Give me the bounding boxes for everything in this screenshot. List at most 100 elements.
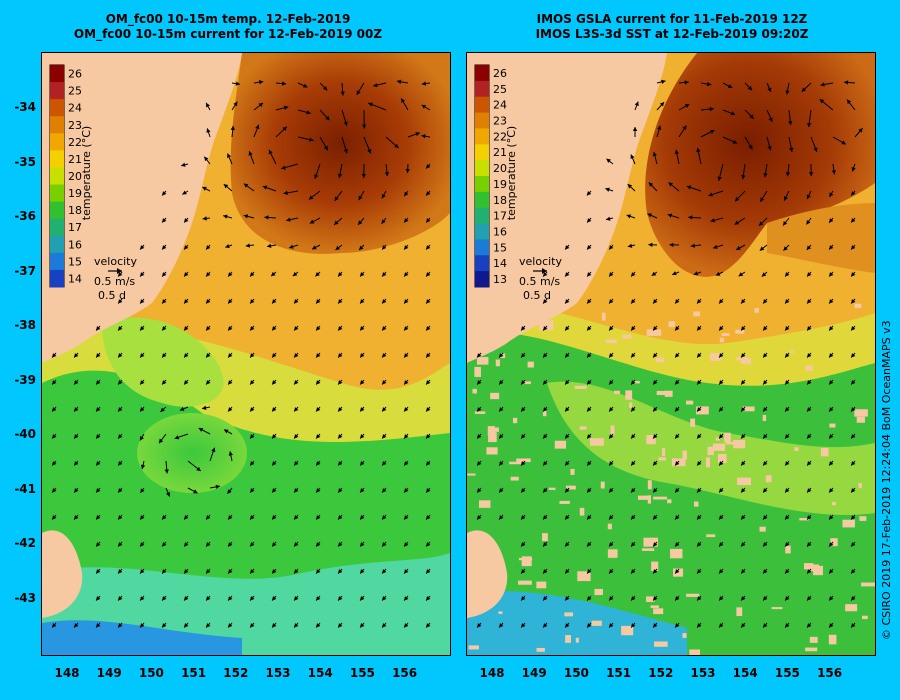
- cloud-gap: [658, 457, 666, 461]
- cloud-gap: [570, 468, 575, 475]
- current-arrowhead: [851, 191, 856, 196]
- left-colorbar-tick: 21: [68, 153, 82, 166]
- current-arrowhead: [806, 219, 811, 225]
- current-arrowhead: [565, 407, 570, 412]
- current-arrowhead: [521, 596, 526, 601]
- current-arrowhead: [140, 380, 145, 385]
- cloud-gap: [654, 641, 668, 647]
- current-arrowhead: [587, 353, 592, 358]
- right-velocity-time: 0.5 d: [523, 289, 551, 302]
- cloud-gap: [653, 608, 664, 615]
- current-arrowhead: [807, 122, 812, 128]
- current-arrowhead: [785, 542, 790, 547]
- current-arrowhead: [158, 438, 164, 444]
- current-arrowhead: [653, 488, 658, 493]
- current-arrowhead: [609, 596, 614, 601]
- left-colorbar-tick: 23: [68, 119, 82, 132]
- right-colorbar-swatch: [475, 255, 489, 272]
- current-arrowhead: [405, 168, 410, 174]
- current-arrowhead: [118, 569, 123, 574]
- current-arrowhead: [360, 407, 365, 412]
- cloud-gap: [759, 526, 766, 532]
- current-arrowhead: [631, 299, 636, 304]
- cloud-gap: [706, 534, 716, 538]
- cloud-gap: [516, 458, 531, 462]
- right-ocean-cyan: [467, 591, 687, 655]
- current-arrowhead: [730, 111, 736, 116]
- latitude-tick-label: -35: [14, 154, 36, 169]
- current-arrowhead: [741, 299, 746, 304]
- longitude-tick-label: 155: [774, 666, 800, 680]
- current-arrowhead: [477, 407, 482, 412]
- current-arrowhead: [404, 218, 409, 223]
- cloud-gap: [487, 426, 495, 436]
- current-arrowhead: [382, 596, 387, 601]
- current-arrowhead: [675, 542, 680, 547]
- left-colorbar-swatch: [50, 65, 64, 83]
- current-arrowhead: [675, 515, 680, 520]
- current-arrowhead: [118, 623, 123, 628]
- cloud-gap: [536, 581, 547, 589]
- right-colorbar-tick: 18: [493, 194, 507, 207]
- current-arrowhead: [521, 515, 526, 520]
- cloud-gap: [807, 564, 820, 572]
- current-arrowhead: [719, 326, 724, 331]
- current-arrowhead: [382, 488, 387, 493]
- current-arrowhead: [202, 186, 207, 191]
- current-arrowhead: [807, 596, 812, 601]
- right-colorbar-swatch: [475, 176, 489, 193]
- current-arrowhead: [292, 271, 298, 277]
- cloud-gap: [854, 303, 862, 309]
- left-colorbar-swatch: [50, 218, 64, 237]
- cloud-gap: [828, 634, 837, 645]
- current-arrowhead: [282, 126, 287, 131]
- current-arrowhead: [669, 242, 674, 248]
- current-arrowhead: [697, 380, 702, 385]
- current-arrowhead: [360, 434, 365, 439]
- current-arrowhead: [211, 447, 216, 453]
- right-map-panel: 26 25 24 23 22 21 20 19 18 17 16 15 14 13 temperature…: [466, 52, 876, 656]
- cloud-gap: [646, 329, 662, 336]
- current-arrowhead: [851, 461, 856, 466]
- current-arrowhead: [807, 515, 812, 520]
- right-land-coast: [467, 53, 667, 363]
- current-arrowhead: [634, 101, 639, 107]
- current-arrowhead: [404, 272, 409, 277]
- cloud-gap: [737, 477, 751, 486]
- current-arrowhead: [181, 162, 186, 167]
- current-arrowhead: [741, 174, 746, 180]
- current-arrowhead: [404, 326, 409, 331]
- current-arrowhead: [338, 488, 343, 493]
- current-arrowhead: [631, 623, 636, 628]
- current-arrowhead: [228, 326, 233, 331]
- current-arrowhead: [783, 246, 788, 251]
- current-arrowhead: [334, 196, 339, 201]
- current-arrowhead: [543, 569, 548, 574]
- current-arrowhead: [294, 515, 299, 520]
- current-arrowhead: [697, 596, 702, 601]
- current-arrowhead: [741, 488, 746, 493]
- current-arrowhead: [198, 428, 204, 432]
- current-arrowhead: [394, 143, 399, 148]
- cloud-gap: [474, 411, 486, 414]
- current-arrowhead: [162, 272, 167, 277]
- current-arrowhead: [312, 245, 317, 250]
- current-arrowhead: [316, 542, 321, 547]
- current-arrowhead: [697, 353, 702, 358]
- current-arrowhead: [262, 185, 268, 190]
- current-arrowhead: [96, 434, 101, 439]
- current-arrowhead: [631, 272, 636, 277]
- cloud-gap: [521, 556, 532, 567]
- current-arrowhead: [426, 272, 431, 277]
- current-arrowhead: [272, 596, 277, 601]
- current-arrowhead: [206, 326, 211, 331]
- current-arrowhead: [250, 380, 255, 385]
- current-arrowhead: [807, 461, 812, 466]
- cloud-gap: [682, 633, 687, 638]
- current-arrowhead: [719, 623, 724, 628]
- left-colorbar-swatch: [50, 133, 64, 151]
- current-arrowhead: [763, 434, 768, 439]
- current-arrowhead: [250, 569, 255, 574]
- cloud-gap: [710, 353, 722, 361]
- current-arrowhead: [627, 184, 633, 189]
